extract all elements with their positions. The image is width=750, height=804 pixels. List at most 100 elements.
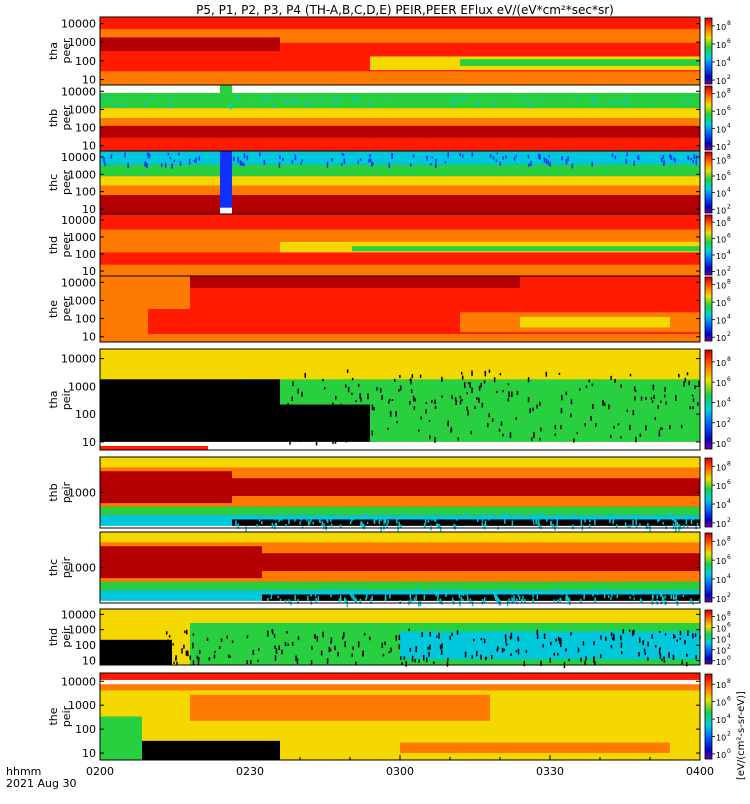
speckle bbox=[168, 635, 171, 638]
speckle bbox=[489, 153, 492, 158]
y-tick-label: 10 bbox=[82, 265, 96, 278]
speckle bbox=[415, 646, 417, 653]
speckle bbox=[301, 159, 303, 162]
speckle bbox=[167, 639, 169, 645]
x-tick-label: 0300 bbox=[386, 765, 414, 778]
speckle bbox=[529, 408, 532, 414]
speckle bbox=[547, 160, 550, 166]
speckle bbox=[618, 99, 621, 105]
heatmap-band bbox=[100, 164, 700, 177]
speckle bbox=[351, 518, 353, 522]
speckle bbox=[456, 517, 458, 521]
speckle bbox=[514, 589, 517, 594]
speckle bbox=[379, 387, 382, 393]
speckle bbox=[478, 385, 481, 391]
speckle bbox=[571, 163, 574, 169]
speckle bbox=[600, 654, 602, 659]
speckle bbox=[454, 397, 457, 402]
speckle bbox=[498, 428, 501, 432]
heatmap-band bbox=[190, 694, 490, 721]
heatmap-tha_peir bbox=[100, 349, 700, 450]
colorbar-tick-label: 10 bbox=[716, 420, 726, 429]
speckle bbox=[513, 599, 515, 603]
speckle bbox=[560, 407, 563, 414]
speckle bbox=[408, 628, 410, 632]
speckle bbox=[634, 389, 637, 393]
speckle bbox=[396, 518, 398, 524]
speckle bbox=[278, 162, 281, 168]
colorbar bbox=[704, 17, 713, 85]
speckle bbox=[611, 637, 614, 640]
heatmap-band bbox=[220, 85, 232, 93]
speckle bbox=[351, 592, 353, 599]
speckle bbox=[613, 635, 615, 641]
speckle bbox=[409, 401, 411, 405]
heatmap-band bbox=[220, 207, 232, 214]
speckle bbox=[610, 375, 612, 380]
speckle bbox=[328, 417, 331, 423]
speckle bbox=[658, 648, 661, 655]
speckle bbox=[568, 598, 570, 602]
speckle bbox=[696, 522, 699, 526]
speckle bbox=[459, 600, 461, 607]
speckle bbox=[511, 520, 514, 527]
speckle bbox=[557, 652, 559, 656]
speckle bbox=[413, 597, 416, 602]
speckle bbox=[309, 427, 311, 431]
y-tick-label: 100 bbox=[75, 408, 96, 421]
speckle bbox=[420, 416, 423, 420]
colorbar-tick-exponent: 4 bbox=[727, 187, 731, 194]
speckle bbox=[663, 659, 666, 663]
speckle bbox=[380, 526, 382, 532]
speckle bbox=[515, 417, 517, 420]
speckle bbox=[198, 657, 200, 662]
colorbar bbox=[704, 85, 713, 151]
speckle bbox=[596, 591, 599, 596]
speckle bbox=[471, 152, 474, 158]
speckle bbox=[428, 419, 431, 423]
speckle bbox=[674, 520, 677, 526]
speckle bbox=[633, 597, 635, 600]
speckle bbox=[384, 591, 387, 596]
colorbar-tick-exponent: 2 bbox=[727, 592, 731, 599]
speckle bbox=[423, 595, 426, 600]
speckle bbox=[682, 99, 685, 105]
speckle bbox=[352, 594, 355, 601]
y-tick-label: 1000 bbox=[68, 168, 96, 181]
speckle bbox=[661, 658, 663, 662]
speckle bbox=[359, 598, 362, 604]
colorbar-tick-exponent: 2 bbox=[727, 265, 731, 272]
heatmap-band bbox=[100, 506, 700, 516]
speckle bbox=[484, 370, 487, 377]
speckle bbox=[632, 520, 634, 526]
speckle bbox=[622, 629, 625, 634]
speckle bbox=[230, 163, 233, 168]
heatmap-tha_peer bbox=[100, 17, 700, 85]
heatmap-band bbox=[100, 441, 700, 446]
speckle bbox=[355, 661, 357, 665]
y-axis-label: the bbox=[47, 707, 60, 725]
speckle bbox=[323, 523, 325, 530]
speckle bbox=[504, 518, 506, 524]
speckle bbox=[273, 634, 276, 638]
colorbar bbox=[704, 276, 713, 342]
speckle bbox=[438, 632, 440, 639]
speckle bbox=[647, 641, 649, 647]
y-tick-label: 10000 bbox=[61, 276, 96, 289]
speckle bbox=[450, 427, 453, 431]
speckle bbox=[294, 154, 297, 161]
speckle bbox=[401, 588, 404, 593]
speckle bbox=[398, 389, 400, 392]
y-axis-label: thd bbox=[47, 628, 60, 646]
speckle bbox=[273, 524, 276, 527]
y-tick-label: 10000 bbox=[61, 675, 96, 688]
speckle bbox=[425, 401, 428, 405]
speckle bbox=[636, 156, 639, 159]
colorbar-tick-label: 10 bbox=[716, 252, 726, 261]
colorbar-tick-exponent: 2 bbox=[727, 517, 731, 524]
speckle bbox=[503, 648, 506, 652]
speckle bbox=[692, 159, 694, 164]
colorbar-tick-label: 10 bbox=[716, 647, 726, 656]
speckle bbox=[690, 598, 692, 603]
speckle bbox=[335, 588, 337, 594]
